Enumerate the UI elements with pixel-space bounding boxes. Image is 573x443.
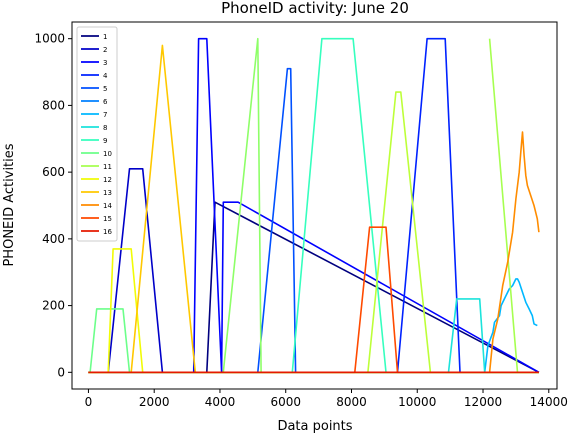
series-line-9 <box>88 37 539 374</box>
legend-label-3: 3 <box>103 59 107 67</box>
series-line-4 <box>88 37 539 374</box>
x-tick-label: 10000 <box>398 395 436 409</box>
legend-label-6: 6 <box>103 98 108 106</box>
legend-label-4: 4 <box>103 72 108 80</box>
y-axis-label: PHONEID Activities <box>2 143 17 266</box>
legend-label-10: 10 <box>103 150 112 158</box>
plot-area: 0 2000 4000 6000 8000 10000 12000 14000 0 200 400 6… <box>34 21 568 409</box>
legend-label-11: 11 <box>103 163 112 171</box>
legend-label-12: 12 <box>103 176 112 184</box>
x-tick-label: 8000 <box>336 395 367 409</box>
series-line-7 <box>88 278 538 374</box>
x-tick-label: 2000 <box>139 395 170 409</box>
y-tick-label: 800 <box>42 98 65 112</box>
legend-label-1: 1 <box>103 33 107 41</box>
chart-title: PhoneID activity: June 20 <box>221 0 409 17</box>
legend-label-8: 8 <box>103 124 107 132</box>
x-tick-label: 6000 <box>270 395 301 409</box>
series-line-2 <box>88 168 539 374</box>
legend-label-16: 16 <box>103 228 112 236</box>
legend-label-2: 2 <box>103 46 107 54</box>
series-line-15 <box>88 131 540 374</box>
series-line-1 <box>88 201 540 374</box>
x-tick-label: 12000 <box>464 395 502 409</box>
x-tick-label: 4000 <box>205 395 236 409</box>
legend-label-14: 14 <box>103 202 112 210</box>
series-line-14 <box>88 44 539 374</box>
series-line-10 <box>88 308 539 374</box>
x-tick-label: 0 <box>85 395 93 409</box>
x-tick-label: 14000 <box>530 395 568 409</box>
y-tick-label: 600 <box>42 165 65 179</box>
legend-label-7: 7 <box>103 111 107 119</box>
x-axis-label: Data points <box>277 419 352 434</box>
legend-label-9: 9 <box>103 137 107 145</box>
y-tick-label: 1000 <box>34 32 65 46</box>
legend-box <box>76 26 118 242</box>
legend-label-5: 5 <box>103 85 107 93</box>
y-tick-label: 400 <box>42 232 65 246</box>
plot-frame <box>71 21 558 390</box>
legend-label-13: 13 <box>103 189 112 197</box>
series-line-11 <box>88 37 539 374</box>
legend-label-15: 15 <box>103 215 112 223</box>
y-tick-label: 0 <box>57 365 65 379</box>
y-tick-label: 200 <box>42 299 65 313</box>
series-line-3 <box>88 37 540 374</box>
